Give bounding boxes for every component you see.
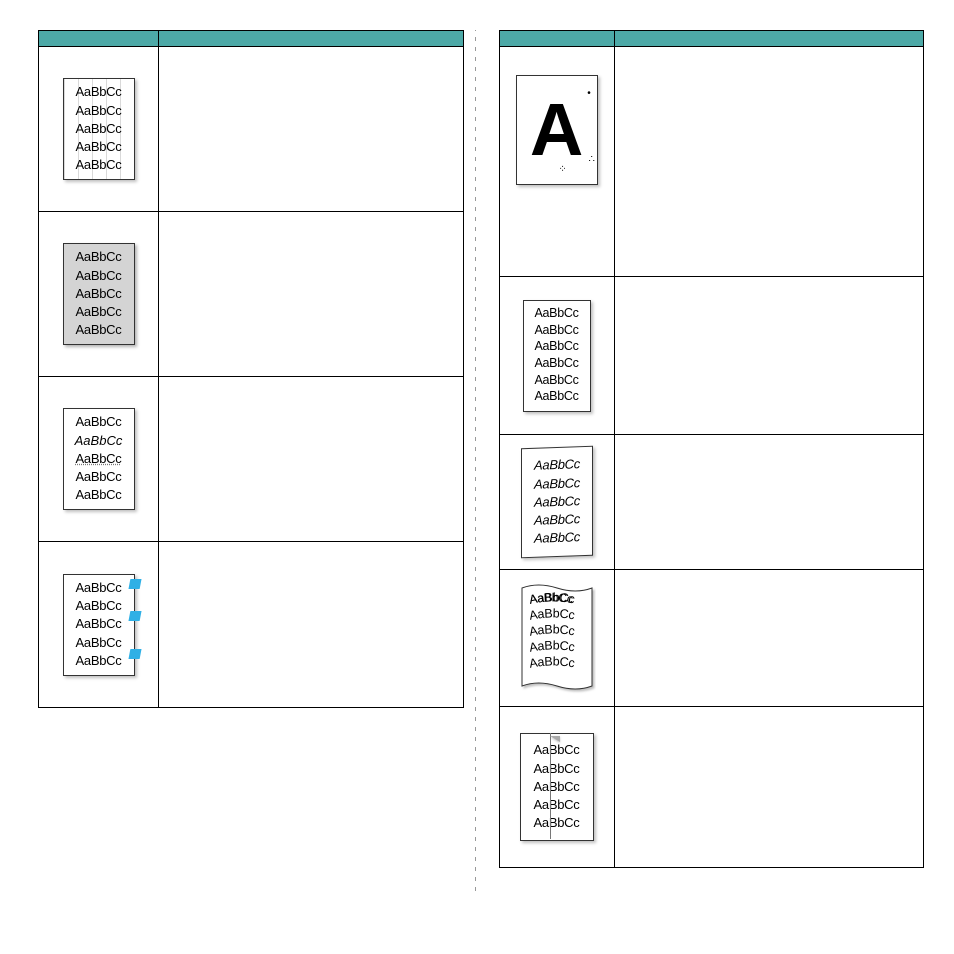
sample-creased-paper-icon: AaBbCc AaBbCc AaBbCc AaBbCc AaBbCc bbox=[520, 733, 594, 841]
left-row-2: AaBbCc AaBbCc AaBbCc AaBbCc AaBbCc bbox=[39, 212, 463, 377]
right-row-1: A • ∴ ⁘ bbox=[500, 47, 924, 277]
sample-toner-smears-icon: AaBbCc AaBbCc AaBbCc AaBbCc AaBbCc bbox=[63, 574, 135, 676]
right-row-3-icon-cell: AaBbCc AaBbCc AaBbCc AaBbCc AaBbCc bbox=[500, 435, 615, 569]
sample-text-line: AaBbCc bbox=[76, 103, 122, 119]
left-row-4: AaBbCc AaBbCc AaBbCc AaBbCc AaBbCc bbox=[39, 542, 463, 707]
sample-scattered-toner-icon: A • ∴ ⁘ bbox=[516, 75, 598, 185]
sample-text-line: AaBbCc bbox=[534, 339, 578, 355]
sample-text-line: AaBbCc bbox=[76, 451, 122, 467]
sample-dropouts-icon: AaBbCc AaBbCc AaBbCc AaBbCc AaBbCc bbox=[63, 408, 135, 510]
right-header-cell-1 bbox=[500, 31, 615, 46]
big-letter: A bbox=[530, 84, 583, 177]
sample-text-line: AaBbCc bbox=[534, 493, 580, 511]
sample-gray-background-icon: AaBbCc AaBbCc AaBbCc AaBbCc AaBbCc bbox=[63, 243, 135, 345]
two-column-layout: AaBbCc AaBbCc AaBbCc AaBbCc AaBbCc AaBbC… bbox=[0, 0, 954, 898]
sample-text-line: AaBbCc bbox=[76, 580, 122, 596]
sample-text-line: AaBbCc bbox=[75, 433, 123, 449]
sample-text-line: AaBbCc bbox=[76, 616, 122, 632]
smear-icon bbox=[125, 611, 144, 621]
left-header-cell-1 bbox=[39, 31, 159, 46]
toner-spatter-icon: ⁘ bbox=[558, 164, 566, 177]
sample-text-line: AaBbCc bbox=[76, 414, 122, 430]
sample-text-line: AaBbCc bbox=[76, 322, 122, 338]
sample-text-line: AaBbCc bbox=[534, 530, 580, 548]
sample-text-line: AaBbCc bbox=[534, 815, 580, 831]
left-row-2-desc bbox=[159, 212, 463, 376]
toner-spatter-icon: • bbox=[587, 88, 590, 101]
toner-spatter-icon: ∴ bbox=[588, 154, 594, 167]
left-row-1: AaBbCc AaBbCc AaBbCc AaBbCc AaBbCc bbox=[39, 47, 463, 212]
left-row-2-icon-cell: AaBbCc AaBbCc AaBbCc AaBbCc AaBbCc bbox=[39, 212, 159, 376]
right-row-1-icon-cell: A • ∴ ⁘ bbox=[500, 47, 615, 276]
left-column: AaBbCc AaBbCc AaBbCc AaBbCc AaBbCc AaBbC… bbox=[38, 30, 464, 868]
sample-text-line: AaBbCc bbox=[534, 475, 580, 493]
sample-text-line: AaBbCc bbox=[76, 139, 122, 155]
sample-text-line: AaBbCc bbox=[534, 306, 578, 322]
right-row-4-icon-cell: AaBbCc AaBbCc AaBbCc AaBbCc AaBbCc AaBbC bbox=[500, 570, 615, 706]
right-column: A • ∴ ⁘ AaBbCc AaBbCc AaBbCc AaBbCc AaBb bbox=[499, 30, 925, 868]
right-row-5-icon-cell: AaBbCc AaBbCc AaBbCc AaBbCc AaBbCc bbox=[500, 707, 615, 867]
sample-text-line: AaBbCc bbox=[534, 779, 580, 795]
sample-vertical-streaks-icon: AaBbCc AaBbCc AaBbCc AaBbCc AaBbCc bbox=[63, 78, 135, 180]
right-row-3: AaBbCc AaBbCc AaBbCc AaBbCc AaBbCc bbox=[500, 435, 924, 570]
sample-text-line: AaBbCc bbox=[534, 742, 580, 758]
sample-text-line: AaBbCc bbox=[76, 653, 122, 669]
right-table: A • ∴ ⁘ AaBbCc AaBbCc AaBbCc AaBbCc AaBb bbox=[499, 30, 925, 868]
right-row-4-desc bbox=[615, 570, 924, 706]
sample-text-line: AaBbCc bbox=[534, 389, 578, 405]
left-row-1-desc bbox=[159, 47, 463, 211]
sample-wavy-distorted-icon: AaBbCc AaBbCc AaBbCc AaBbCc AaBbCc AaBbC bbox=[518, 582, 596, 694]
sample-text-line: AaBbCc bbox=[76, 635, 122, 651]
sample-text-line: AaBbCc bbox=[76, 304, 122, 320]
sample-text-line: AaBbCc bbox=[534, 511, 580, 529]
sample-text-line: AaBbCc bbox=[534, 373, 578, 389]
sample-text-line: AaBbCc bbox=[534, 797, 580, 813]
right-row-2-icon-cell: AaBbCc AaBbCc AaBbCc AaBbCc AaBbCc AaBbC… bbox=[500, 277, 615, 434]
smear-icon bbox=[125, 649, 144, 659]
sample-text-line: AaBbCc bbox=[534, 323, 578, 339]
left-table: AaBbCc AaBbCc AaBbCc AaBbCc AaBbCc AaBbC… bbox=[38, 30, 464, 708]
right-row-3-desc bbox=[615, 435, 924, 569]
sample-text-line: AaBbCc bbox=[534, 457, 580, 475]
right-header-cell-2 bbox=[615, 31, 924, 46]
sample-text-line: AaBbCc bbox=[76, 249, 122, 265]
sample-repeated-lines-icon: AaBbCc AaBbCc AaBbCc AaBbCc AaBbCc AaBbC… bbox=[523, 300, 591, 412]
right-row-5: AaBbCc AaBbCc AaBbCc AaBbCc AaBbCc bbox=[500, 707, 924, 867]
sample-text-line: AaBbCc bbox=[76, 598, 122, 614]
sample-text-line: AaBbCc bbox=[76, 157, 122, 173]
sample-text-line: AaBbCc bbox=[76, 121, 122, 137]
left-row-4-desc bbox=[159, 542, 463, 707]
sample-text-line: AaBbCc bbox=[76, 487, 122, 503]
right-row-1-desc bbox=[615, 47, 924, 276]
left-table-header bbox=[39, 31, 463, 47]
column-divider bbox=[475, 30, 476, 894]
right-row-2-desc bbox=[615, 277, 924, 434]
sample-text-line: AaBbCc bbox=[76, 469, 122, 485]
left-header-cell-2 bbox=[159, 31, 463, 46]
sample-text-line: AaBbCc bbox=[76, 286, 122, 302]
smear-icon bbox=[125, 579, 144, 589]
left-row-3-icon-cell: AaBbCc AaBbCc AaBbCc AaBbCc AaBbCc bbox=[39, 377, 159, 541]
right-row-5-desc bbox=[615, 707, 924, 867]
left-row-1-icon-cell: AaBbCc AaBbCc AaBbCc AaBbCc AaBbCc bbox=[39, 47, 159, 211]
sample-skewed-italic-icon: AaBbCc AaBbCc AaBbCc AaBbCc AaBbCc bbox=[521, 446, 593, 559]
right-table-header bbox=[500, 31, 924, 47]
right-row-4: AaBbCc AaBbCc AaBbCc AaBbCc AaBbCc AaBbC bbox=[500, 570, 924, 707]
sample-text-line: AaBbCc bbox=[534, 356, 578, 372]
left-row-4-icon-cell: AaBbCc AaBbCc AaBbCc AaBbCc AaBbCc bbox=[39, 542, 159, 707]
sample-text-line: AaBbCc bbox=[76, 268, 122, 284]
sample-text-line: AaBbCc bbox=[534, 761, 580, 777]
sample-text-line: AaBbCc bbox=[76, 84, 122, 100]
wavy-paper-svg-icon: AaBbCc AaBbCc AaBbCc AaBbCc AaBbCc AaBbC bbox=[518, 582, 596, 694]
left-row-3-desc bbox=[159, 377, 463, 541]
right-row-2: AaBbCc AaBbCc AaBbCc AaBbCc AaBbCc AaBbC… bbox=[500, 277, 924, 435]
left-row-3: AaBbCc AaBbCc AaBbCc AaBbCc AaBbCc bbox=[39, 377, 463, 542]
